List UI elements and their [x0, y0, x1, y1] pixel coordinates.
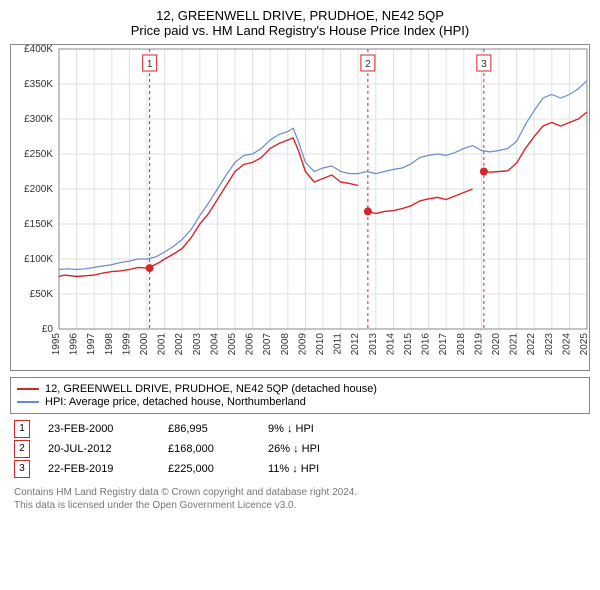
- chart-subtitle: Price paid vs. HM Land Registry's House …: [10, 23, 590, 38]
- event-date: 20-JUL-2012: [48, 443, 168, 455]
- svg-text:2005: 2005: [227, 333, 238, 356]
- svg-text:2006: 2006: [245, 333, 256, 356]
- legend-row: HPI: Average price, detached house, Nort…: [17, 396, 583, 408]
- legend-row: 12, GREENWELL DRIVE, PRUDHOE, NE42 5QP (…: [17, 383, 583, 395]
- svg-text:2000: 2000: [139, 333, 150, 356]
- event-diff: 26% ↓ HPI: [268, 443, 320, 455]
- svg-text:2017: 2017: [438, 333, 449, 356]
- svg-text:2020: 2020: [491, 333, 502, 356]
- svg-text:2024: 2024: [561, 333, 572, 356]
- svg-text:2004: 2004: [209, 333, 220, 356]
- svg-text:2015: 2015: [403, 333, 414, 356]
- svg-text:2: 2: [365, 59, 371, 70]
- event-price: £168,000: [168, 443, 268, 455]
- event-row: 1 23-FEB-2000£86,9959% ↓ HPI: [14, 420, 586, 438]
- svg-text:2016: 2016: [421, 333, 432, 356]
- svg-text:£200K: £200K: [24, 184, 53, 195]
- event-date: 23-FEB-2000: [48, 423, 168, 435]
- event-date: 22-FEB-2019: [48, 463, 168, 475]
- legend-label: HPI: Average price, detached house, Nort…: [45, 396, 306, 408]
- svg-text:3: 3: [481, 59, 487, 70]
- svg-text:2002: 2002: [174, 333, 185, 356]
- event-diff: 9% ↓ HPI: [268, 423, 314, 435]
- chart-title: 12, GREENWELL DRIVE, PRUDHOE, NE42 5QP: [10, 8, 590, 23]
- copyright-line-1: Contains HM Land Registry data © Crown c…: [14, 487, 586, 500]
- event-price: £86,995: [168, 423, 268, 435]
- event-number-box: 3: [14, 460, 30, 478]
- svg-text:2008: 2008: [280, 333, 291, 356]
- svg-text:1999: 1999: [121, 333, 132, 356]
- svg-text:£100K: £100K: [24, 254, 53, 265]
- svg-text:2023: 2023: [544, 333, 555, 356]
- svg-text:£400K: £400K: [24, 45, 53, 55]
- svg-text:2007: 2007: [262, 333, 273, 356]
- svg-text:2019: 2019: [473, 333, 484, 356]
- event-number-box: 1: [14, 420, 30, 438]
- svg-text:2011: 2011: [333, 333, 344, 355]
- svg-text:£350K: £350K: [24, 79, 53, 90]
- legend-swatch: [17, 388, 39, 390]
- svg-text:1998: 1998: [104, 333, 115, 356]
- svg-text:1995: 1995: [51, 333, 62, 356]
- legend: 12, GREENWELL DRIVE, PRUDHOE, NE42 5QP (…: [10, 377, 590, 414]
- legend-swatch: [17, 401, 39, 403]
- chart-container: £0£50K£100K£150K£200K£250K£300K£350K£400…: [10, 44, 590, 371]
- svg-text:£250K: £250K: [24, 149, 53, 160]
- svg-text:2001: 2001: [157, 333, 168, 356]
- event-row: 2 20-JUL-2012£168,00026% ↓ HPI: [14, 440, 586, 458]
- event-diff: 11% ↓ HPI: [268, 463, 319, 475]
- event-number-box: 2: [14, 440, 30, 458]
- svg-text:£150K: £150K: [24, 219, 53, 230]
- svg-text:1997: 1997: [86, 333, 97, 356]
- svg-text:2014: 2014: [385, 333, 396, 356]
- copyright-notice: Contains HM Land Registry data © Crown c…: [10, 484, 590, 515]
- svg-text:2013: 2013: [368, 333, 379, 356]
- event-row: 3 22-FEB-2019£225,00011% ↓ HPI: [14, 460, 586, 478]
- svg-text:2003: 2003: [192, 333, 203, 356]
- svg-text:2018: 2018: [456, 333, 467, 356]
- svg-text:2025: 2025: [579, 333, 590, 356]
- price-chart: £0£50K£100K£150K£200K£250K£300K£350K£400…: [11, 45, 591, 370]
- svg-text:2009: 2009: [297, 333, 308, 356]
- copyright-line-2: This data is licensed under the Open Gov…: [14, 500, 586, 513]
- svg-text:£50K: £50K: [30, 289, 54, 300]
- svg-text:2012: 2012: [350, 333, 361, 356]
- legend-label: 12, GREENWELL DRIVE, PRUDHOE, NE42 5QP (…: [45, 383, 377, 395]
- svg-text:1: 1: [147, 59, 153, 70]
- svg-text:£300K: £300K: [24, 114, 53, 125]
- events-table: 1 23-FEB-2000£86,9959% ↓ HPI 2 20-JUL-2012£…: [10, 420, 590, 478]
- svg-text:1996: 1996: [69, 333, 80, 356]
- event-price: £225,000: [168, 463, 268, 475]
- svg-text:2010: 2010: [315, 333, 326, 356]
- svg-text:2021: 2021: [509, 333, 520, 356]
- svg-text:2022: 2022: [526, 333, 537, 356]
